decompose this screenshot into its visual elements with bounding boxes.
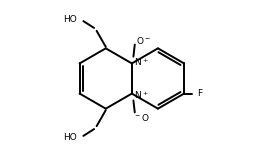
Text: N$^+$: N$^+$: [134, 56, 149, 68]
Text: N$^+$: N$^+$: [134, 89, 149, 101]
Text: HO: HO: [63, 15, 77, 24]
Text: $^-$O: $^-$O: [133, 112, 149, 123]
Text: HO: HO: [63, 133, 77, 142]
Text: F: F: [197, 89, 202, 98]
Text: O$^-$: O$^-$: [136, 35, 151, 46]
